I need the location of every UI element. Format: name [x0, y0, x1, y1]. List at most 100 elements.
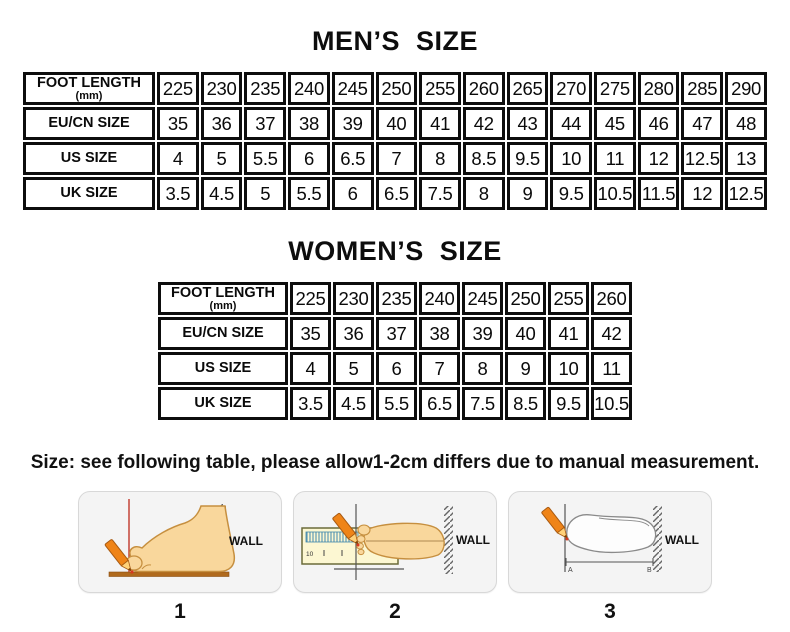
pencil-mark — [356, 543, 360, 547]
size-cell: 39 — [462, 317, 503, 350]
size-cell: 240 — [419, 282, 460, 315]
row-label: US SIZE — [23, 142, 155, 175]
row-label: FOOT LENGTH (mm) — [158, 282, 288, 315]
step-number-2: 2 — [389, 600, 401, 623]
wall-hatch — [444, 506, 453, 574]
size-cell: 285 — [681, 72, 724, 105]
measure-step-1: WALL 1 — [78, 491, 282, 624]
size-cell: 43 — [506, 107, 549, 140]
size-cell: 3.5 — [290, 387, 331, 420]
size-cell: 5.5 — [376, 387, 417, 420]
size-cell: 8 — [419, 142, 461, 175]
step-number-1: 1 — [174, 600, 186, 623]
measurement-note: Size: see following table, please allow1… — [30, 452, 760, 473]
table-row: FOOT LENGTH (mm) 225 230 235 240 245 250 255 260 2… — [23, 72, 767, 105]
size-cell: 41 — [548, 317, 589, 350]
row-label: UK SIZE — [23, 177, 155, 210]
size-cell: 39 — [331, 107, 374, 140]
table-row: UK SIZE 3.5 4.5 5.5 6.5 7.5 8.5 9.5 10.5 — [158, 387, 632, 420]
size-cell: 12.5 — [681, 142, 724, 175]
size-cell: 4 — [290, 352, 331, 385]
size-cell: 38 — [419, 317, 460, 350]
foot-outline-shape — [566, 514, 657, 554]
size-cell: 8 — [462, 177, 505, 210]
table-row: US SIZE 4 5 6 7 8 9 10 11 — [158, 352, 632, 385]
measure-step-2: 10 — [293, 491, 497, 624]
size-cell: 250 — [375, 72, 418, 105]
size-cell: 4.5 — [200, 177, 243, 210]
size-cell: 225 — [157, 72, 199, 105]
table-row: EU/CN SIZE 35 36 37 38 39 40 41 42 43 44 45 46 47 48 — [23, 107, 767, 140]
size-cell: 42 — [591, 317, 632, 350]
size-cell: 41 — [419, 107, 461, 140]
size-cell: 7.5 — [419, 177, 461, 210]
table-row: EU/CN SIZE 35 36 37 38 39 40 41 42 — [158, 317, 632, 350]
size-cell: 5 — [244, 177, 287, 210]
size-cell: 7.5 — [462, 387, 503, 420]
size-cell: 230 — [333, 282, 374, 315]
pencil-icon — [104, 539, 132, 572]
size-cell: 5.5 — [288, 177, 330, 210]
point-a-label: A — [568, 567, 573, 574]
row-label: UK SIZE — [158, 387, 288, 420]
size-cell: 6 — [331, 177, 374, 210]
size-cell: 280 — [637, 72, 680, 105]
size-cell: 4 — [157, 142, 199, 175]
table-row: US SIZE 4 5 5.5 6 6.5 7 8 8.5 9.5 10 11 12 12.5 13 — [23, 142, 767, 175]
table-row: UK SIZE 3.5 4.5 5 5.5 6 6.5 7.5 8 9 9.5 10.5 11.5 12 1… — [23, 177, 767, 210]
size-cell: 10 — [550, 142, 593, 175]
size-cell: 4.5 — [333, 387, 374, 420]
size-cell: 12 — [637, 142, 680, 175]
size-cell: 250 — [505, 282, 546, 315]
size-cell: 7 — [375, 142, 418, 175]
size-cell: 5.5 — [244, 142, 287, 175]
size-cell: 245 — [462, 282, 503, 315]
size-cell: 45 — [594, 107, 636, 140]
size-cell: 260 — [462, 72, 505, 105]
size-cell: 12 — [681, 177, 724, 210]
size-cell: 38 — [288, 107, 330, 140]
row-label: FOOT LENGTH (mm) — [23, 72, 155, 105]
size-cell: 225 — [290, 282, 331, 315]
foot-ruler-illustration: 10 — [293, 491, 497, 593]
size-cell: 46 — [637, 107, 680, 140]
size-cell: 6 — [376, 352, 417, 385]
size-cell: 13 — [725, 142, 767, 175]
size-cell: 11.5 — [637, 177, 680, 210]
point-b-label: B — [647, 567, 652, 574]
size-cell: 9.5 — [548, 387, 589, 420]
row-label: EU/CN SIZE — [23, 107, 155, 140]
table-row: FOOT LENGTH (mm) 225 230 235 240 245 250 255 260 — [158, 282, 632, 315]
size-cell: 275 — [594, 72, 636, 105]
size-cell: 260 — [591, 282, 632, 315]
size-cell: 5 — [333, 352, 374, 385]
size-cell: 7 — [419, 352, 460, 385]
size-cell: 3.5 — [157, 177, 199, 210]
size-cell: 270 — [550, 72, 593, 105]
size-cell: 11 — [591, 352, 632, 385]
foot-side-view-illustration: WALL — [78, 491, 282, 593]
size-cell: 230 — [200, 72, 243, 105]
size-cell: 5 — [200, 142, 243, 175]
womens-size-table: FOOT LENGTH (mm) 225 230 235 240 245 250 255 260 E… — [156, 280, 634, 422]
size-cell: 8.5 — [462, 142, 505, 175]
measure-step-3: A B WALL 3 — [508, 491, 712, 624]
foot-side-shape — [128, 505, 236, 573]
mens-size-table: FOOT LENGTH (mm) 225 230 235 240 245 250 255 260 2… — [21, 70, 769, 212]
size-cell: 40 — [375, 107, 418, 140]
outline-inner-line — [598, 517, 650, 527]
size-cell: 12.5 — [725, 177, 767, 210]
size-cell: 255 — [419, 72, 461, 105]
pencil-mark — [130, 570, 134, 574]
big-toe — [357, 524, 371, 536]
toe — [356, 535, 366, 543]
size-cell: 6 — [288, 142, 330, 175]
size-cell: 8 — [462, 352, 503, 385]
wall-label-2: WALL — [456, 533, 490, 547]
size-cell: 9.5 — [550, 177, 593, 210]
size-cell: 36 — [333, 317, 374, 350]
size-cell: 240 — [288, 72, 330, 105]
size-cell: 245 — [331, 72, 374, 105]
pencil-mark — [565, 537, 569, 541]
